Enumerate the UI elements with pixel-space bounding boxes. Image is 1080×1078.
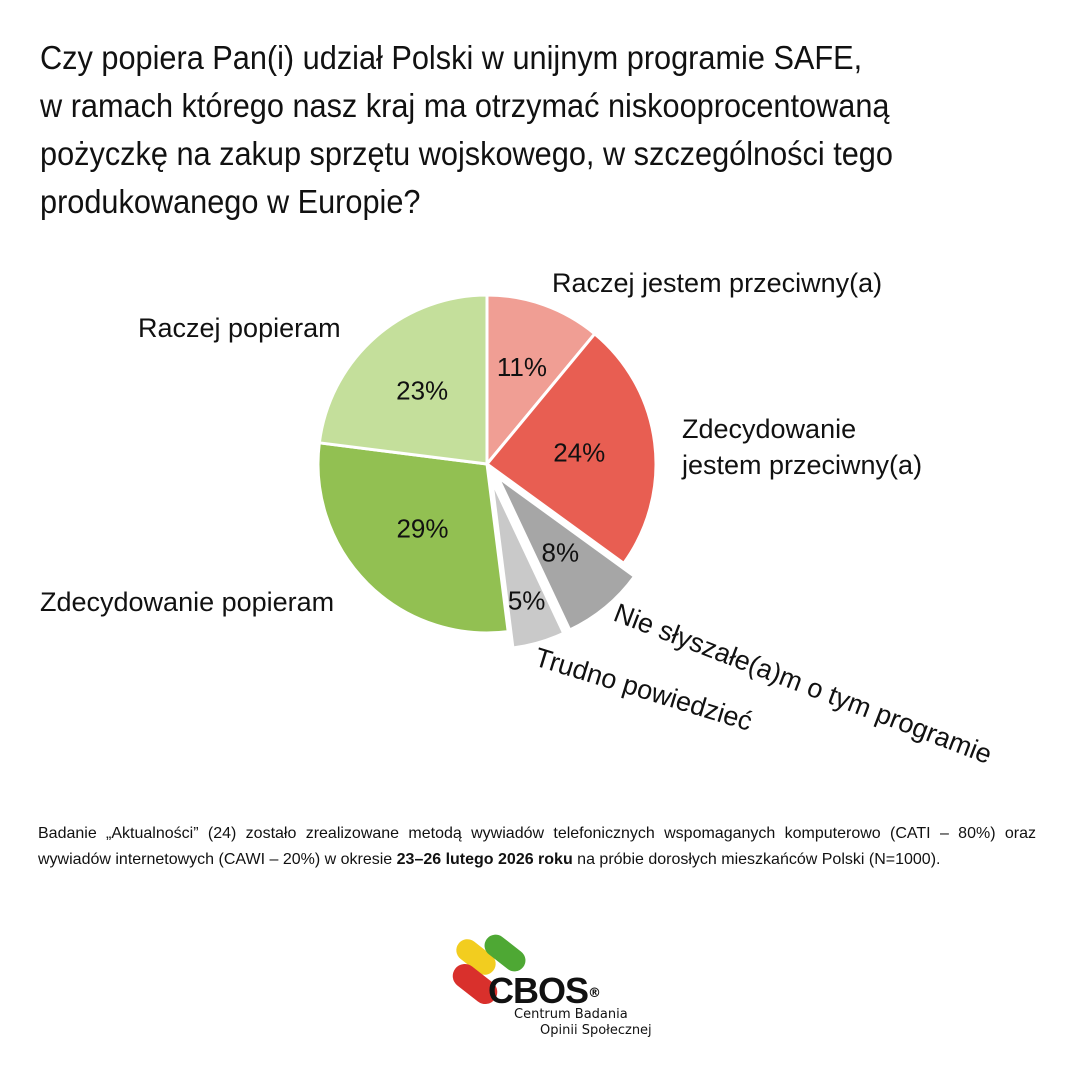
label-line: Zdecydowanie (682, 414, 856, 444)
pie-slice (485, 293, 597, 466)
title-line: produkowanego w Europie? (40, 183, 421, 220)
registered-mark: ® (588, 986, 601, 1001)
slice-category-label: Zdecydowanie jestem przeciwny(a) (681, 414, 922, 480)
label-line: Raczej popieram (138, 313, 341, 343)
title-line: pożyczkę na zakup sprzętu wojskowego, w … (40, 135, 893, 172)
cbos-logo-mark (452, 934, 526, 1005)
slice-category-label: Raczej jestem przeciwny(a) (552, 268, 882, 298)
methodology-note: Badanie „Aktualności” (24) zostało zreal… (38, 821, 1036, 873)
pie-slice (485, 332, 658, 565)
chart-title: Czy popiera Pan(i) udział Polski w unijn… (40, 34, 979, 226)
pie-slice (490, 478, 566, 650)
slice-value-label: 24% (553, 437, 605, 467)
pie-chart: 11% Raczej jestem przeciwny(a) 24% Zdecydow… (40, 268, 996, 770)
slice-category-label: Raczej popieram (138, 313, 341, 343)
logo-subtitle: Opinii Społecznej (540, 1023, 652, 1038)
pie-slice (317, 293, 489, 466)
logo-pill-yellow (456, 939, 496, 975)
title-line: Czy popiera Pan(i) udział Polski w unijn… (40, 39, 863, 76)
pie-slice (316, 441, 510, 635)
logo-pill-green (484, 934, 526, 972)
pie-slice (496, 475, 637, 632)
slice-value-label: 5% (508, 585, 546, 615)
slice-category-label: Zdecydowanie popieram (40, 587, 334, 617)
logo-subtitle: Centrum Badania (514, 1007, 628, 1022)
logo-pill-red (452, 963, 498, 1005)
slice-value-label: 8% (542, 538, 580, 568)
slice-value-label: 11% (497, 352, 547, 382)
label-line: jestem przeciwny(a) (681, 450, 922, 480)
note-text: Badanie „Aktualności” (24) zostało zreal… (38, 825, 1036, 868)
title-line: w ramach którego nasz kraj ma otrzymać n… (40, 87, 890, 124)
slice-value-label: 29% (396, 514, 448, 544)
slice-value-label: 23% (396, 375, 448, 405)
label-line: Raczej jestem przeciwny(a) (552, 268, 882, 298)
label-line: Zdecydowanie popieram (40, 587, 334, 617)
note-text-end: na próbie dorosłych mieszkańców Polski (… (572, 851, 941, 868)
logo-wordmark: CBOS (488, 970, 589, 1011)
note-date: 23–26 lutego 2026 roku (396, 851, 573, 868)
